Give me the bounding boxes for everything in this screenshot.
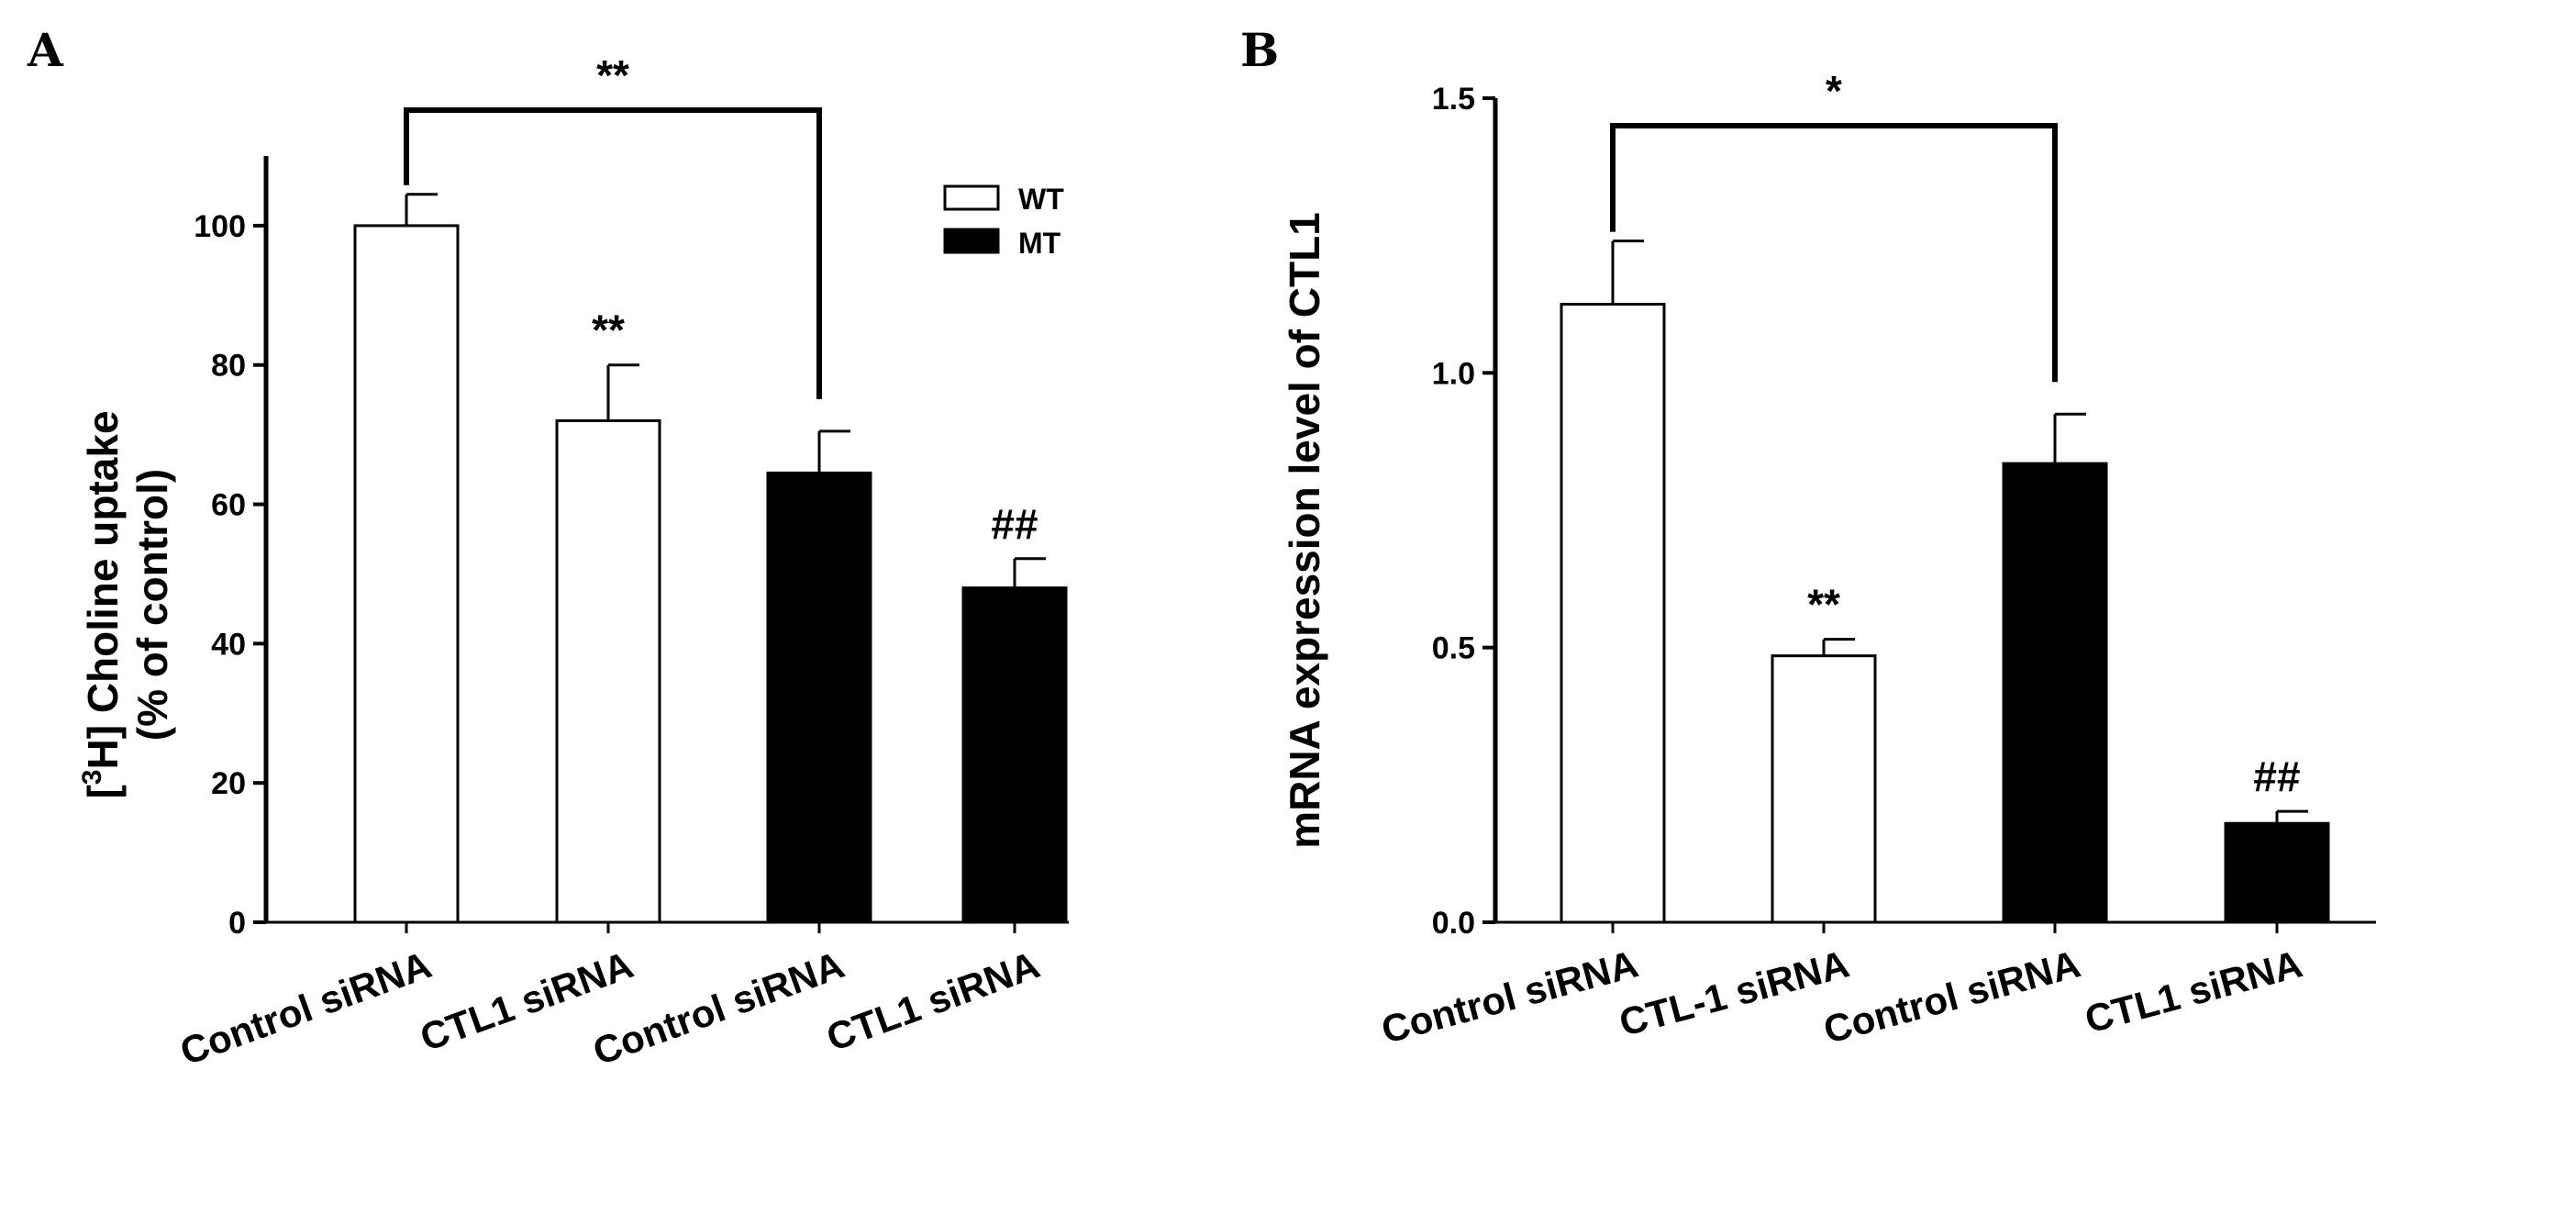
panel-a-y-axis-label-prefix: [ xyxy=(79,785,127,798)
legend-wt-label: WT xyxy=(1018,183,1064,216)
panel-a-comparison-bracket xyxy=(404,107,822,399)
panel-a-bar-4 xyxy=(961,586,1068,924)
legend-wt-swatch xyxy=(943,184,1000,211)
panel-b-y-tick-label: 1.0 xyxy=(1432,356,1475,391)
panel-b-bar-4 xyxy=(2224,821,2330,924)
panel-b-x-tick-label: CTL1 siRNA xyxy=(2081,942,2307,1041)
panel-b-significance-label-4: ## xyxy=(2253,752,2300,800)
panel-a-significance-label-4: ## xyxy=(991,500,1038,548)
panel-a-y-tick-label: 60 xyxy=(211,488,246,523)
panel-b-y-axis-label: mRNA expression level of CTL1 xyxy=(1281,212,1328,849)
panel-a-y-tick-label: 20 xyxy=(211,766,246,801)
panel-b-y-tick-label: 0.0 xyxy=(1432,906,1475,941)
panel-b-y-tick-label: 0.5 xyxy=(1432,631,1475,666)
panel-b-label: B xyxy=(1240,23,1279,77)
panel-a-x-tick-label: CTL1 siRNA xyxy=(821,942,1045,1059)
panel-b-x-tick-label: Control siRNA xyxy=(1377,942,1642,1052)
panel-a-y-tick-label: 0 xyxy=(228,906,246,941)
panel-a-y-tick-label: 80 xyxy=(211,349,246,384)
panel-a-y-axis-label-main: H] Choline uptake xyxy=(79,410,127,769)
panel-b-bracket-label: * xyxy=(1826,67,1842,115)
panel-a-y-tick-label: 40 xyxy=(211,627,246,662)
panel-a-bar-3 xyxy=(766,471,872,924)
panel-a-significance-label-2: ** xyxy=(592,307,625,354)
panel-a-y-axis-label-superscript: 3 xyxy=(77,770,107,786)
legend-mt-swatch xyxy=(943,228,1000,254)
panel-a-x-tick-label: Control siRNA xyxy=(174,942,437,1073)
panel-b-x-tick-label: Control siRNA xyxy=(1819,942,2084,1052)
panel-b-significance-label-2: ** xyxy=(1807,581,1840,629)
panel-b-x-tick-label: CTL-1 siRNA xyxy=(1615,942,1853,1044)
panel-a-bar-1 xyxy=(353,224,460,924)
panel-b-bar-3 xyxy=(2002,462,2108,924)
panel-a-y-axis-label: [3H] Choline uptake xyxy=(77,410,127,798)
panel-a-bracket-label: ** xyxy=(596,51,629,99)
panel-b-bar-1 xyxy=(1560,303,1666,924)
panel-a-y-axis-label-line2: (% of control) xyxy=(128,469,176,741)
panel-a-bar-2 xyxy=(555,418,661,924)
legend-mt-label: MT xyxy=(1018,227,1061,260)
panel-a-y-tick-label: 100 xyxy=(194,209,246,244)
panel-b-comparison-bracket xyxy=(1610,123,2058,383)
panel-b-bar-2 xyxy=(1771,654,1877,924)
panel-b-y-tick-label: 1.5 xyxy=(1432,82,1475,117)
panel-a-label: A xyxy=(27,23,64,77)
